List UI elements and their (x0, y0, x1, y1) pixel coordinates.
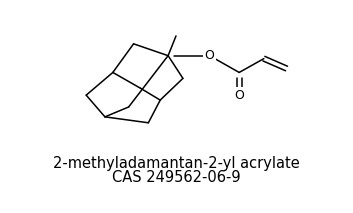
Text: O: O (234, 89, 244, 102)
Text: O: O (205, 49, 215, 62)
Text: CAS 249562-06-9: CAS 249562-06-9 (112, 170, 240, 185)
Text: 2-methyladamantan-2-yl acrylate: 2-methyladamantan-2-yl acrylate (53, 156, 299, 171)
